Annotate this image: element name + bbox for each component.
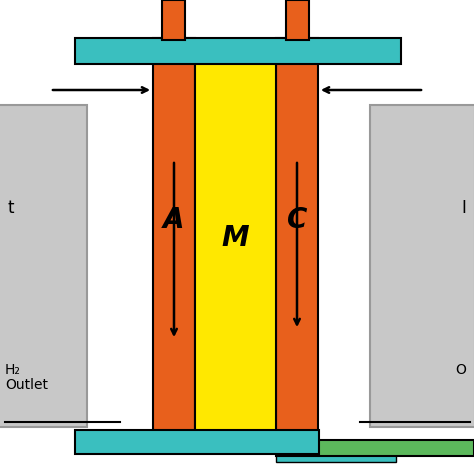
Bar bbox=[162, 0, 185, 40]
Text: Outlet: Outlet bbox=[5, 378, 48, 392]
Bar bbox=[0, 105, 87, 427]
Bar bbox=[153, 38, 195, 436]
Bar bbox=[276, 38, 318, 436]
Bar bbox=[370, 105, 474, 427]
Bar bbox=[276, 452, 396, 462]
Text: A: A bbox=[163, 206, 185, 234]
Bar bbox=[75, 430, 319, 454]
Bar bbox=[75, 38, 401, 64]
Bar bbox=[286, 0, 309, 40]
Text: t: t bbox=[8, 199, 15, 217]
Bar bbox=[195, 62, 276, 436]
Text: O: O bbox=[455, 363, 466, 377]
Bar bbox=[276, 440, 474, 456]
Text: I: I bbox=[461, 199, 466, 217]
Text: C: C bbox=[287, 206, 307, 234]
Text: M: M bbox=[221, 224, 249, 252]
Text: H₂: H₂ bbox=[5, 363, 21, 377]
